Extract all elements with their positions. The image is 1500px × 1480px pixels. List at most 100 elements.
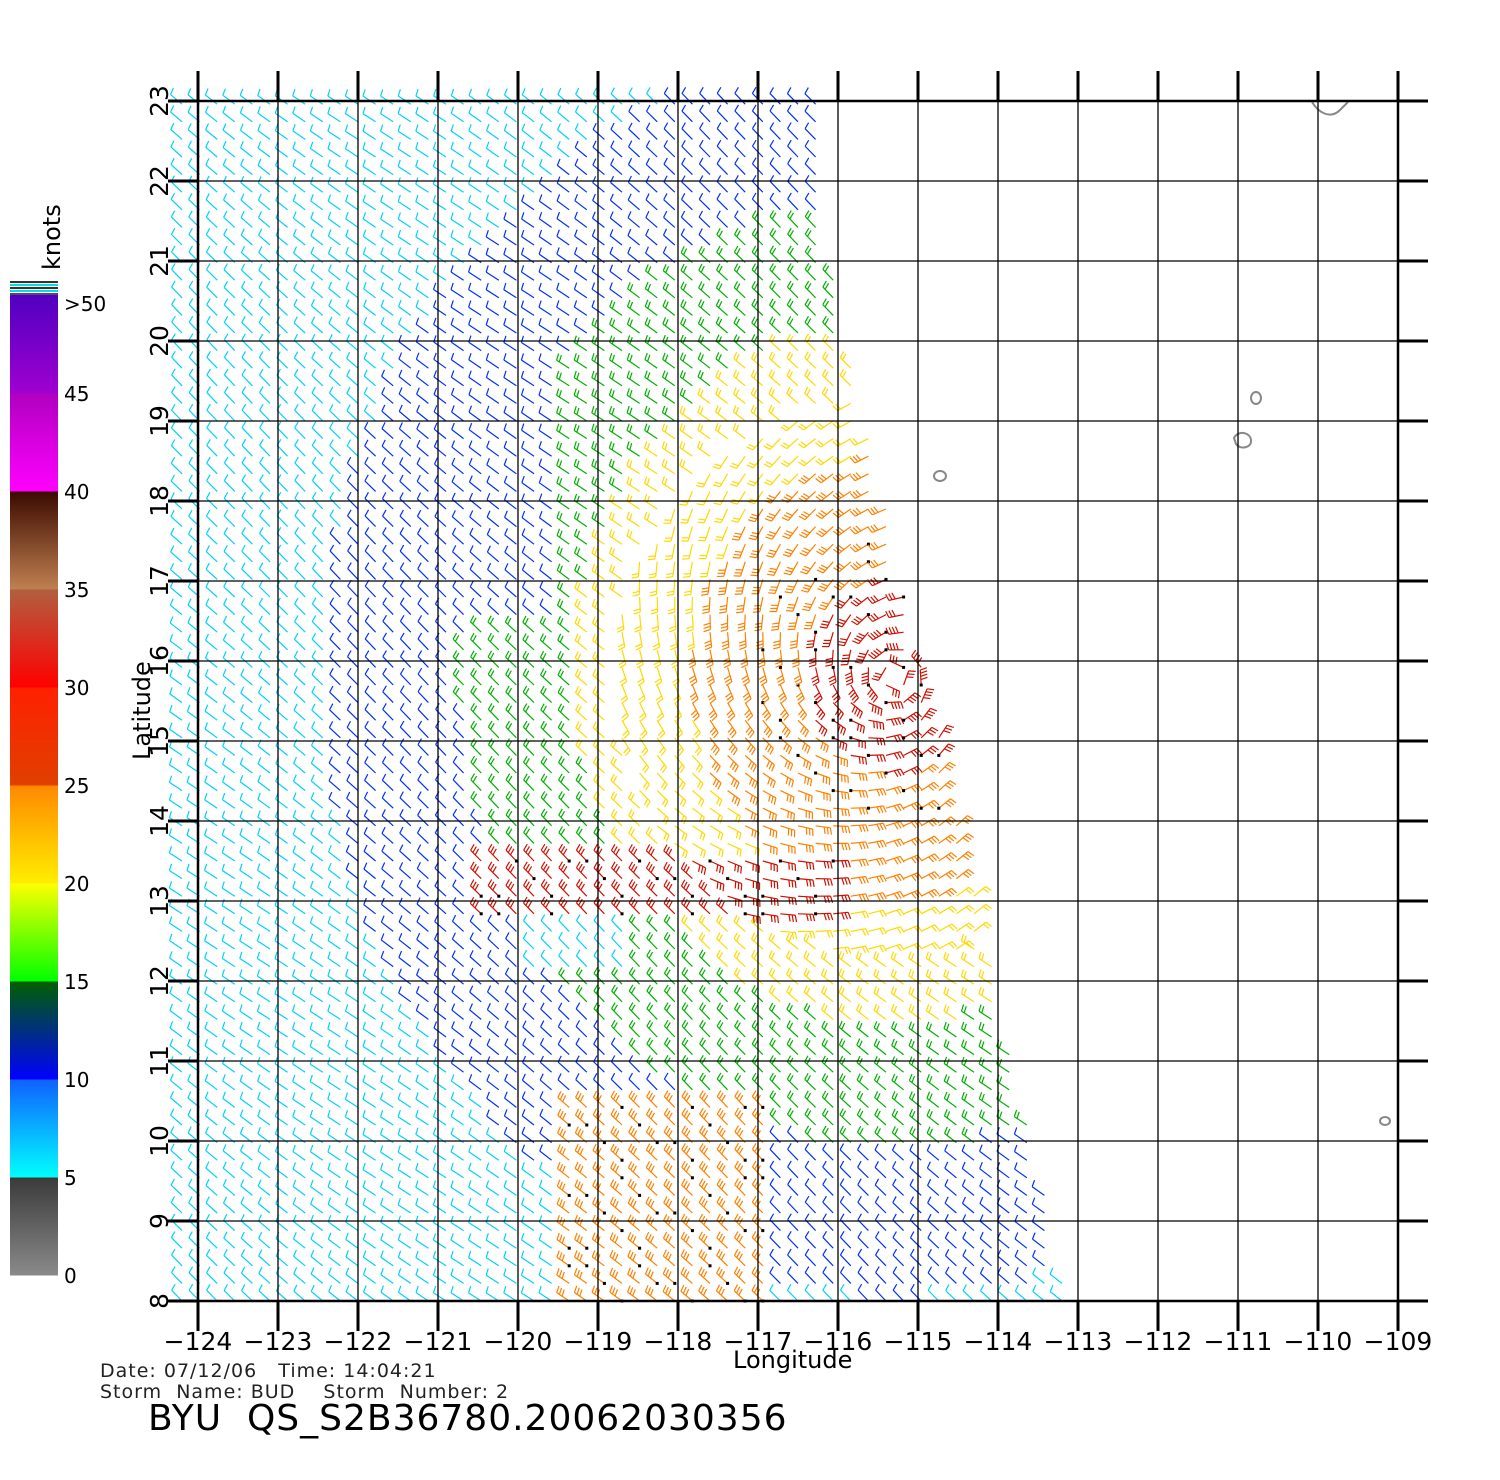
wind-barb <box>380 264 394 281</box>
wind-barb <box>362 1250 376 1267</box>
wind-barb <box>380 1004 394 1020</box>
wind-barb <box>292 880 306 897</box>
wind-barb <box>938 923 958 932</box>
wind-barb <box>292 986 306 1003</box>
wind-barb <box>206 351 218 369</box>
wind-barb <box>256 934 271 950</box>
wind-barb <box>397 212 412 228</box>
wind-barb <box>628 861 641 880</box>
wind-barb <box>744 754 757 772</box>
wind-barb <box>661 476 676 492</box>
wind-barb <box>747 491 764 505</box>
wind-barb <box>646 87 658 105</box>
wind-barb <box>593 808 605 827</box>
wind-barb <box>469 932 482 950</box>
wind-barb <box>557 87 570 105</box>
wind-barb <box>787 1195 799 1214</box>
wind-barb <box>240 1144 253 1161</box>
lon-tick-label: −113 <box>1044 1327 1113 1356</box>
wind-barb <box>592 158 605 176</box>
wind-barbs <box>168 87 1063 1303</box>
lon-tick-label: −111 <box>1204 1327 1273 1356</box>
wind-barb <box>539 580 552 598</box>
wind-barb <box>240 245 253 264</box>
wind-barb <box>452 879 465 897</box>
wind-barb <box>800 561 817 575</box>
wind-barb <box>698 299 711 316</box>
wind-barb <box>205 1248 218 1267</box>
wind-barb <box>716 157 729 176</box>
wind-barb <box>769 263 781 281</box>
wind-barb <box>874 1213 887 1232</box>
wind-barb <box>362 933 376 950</box>
wind-barb <box>786 985 799 1003</box>
wind-barb <box>241 333 253 352</box>
wind-barb <box>274 898 288 915</box>
wind-barb <box>716 1072 729 1091</box>
wind-barb <box>769 1143 781 1161</box>
wind-barb <box>256 1039 271 1056</box>
wind-barb <box>833 561 852 573</box>
wind-barb <box>485 317 500 334</box>
wind-barb <box>748 526 764 541</box>
wind-barb <box>644 317 658 334</box>
wind-barb <box>662 263 676 281</box>
wind-barb <box>521 1109 535 1126</box>
wind-barb <box>451 457 464 475</box>
wind-barb <box>648 561 658 579</box>
wind-barb <box>470 861 482 880</box>
wind-barb <box>593 1073 605 1091</box>
wind-barb <box>804 298 817 316</box>
wind-barb <box>833 807 851 817</box>
wind-barb <box>487 615 500 633</box>
wind-barb <box>240 1161 253 1179</box>
wind-barb <box>681 157 693 176</box>
wind-barb <box>434 545 447 563</box>
wind-barb <box>727 790 741 807</box>
wind-barb <box>222 651 236 668</box>
wind-barb <box>815 420 834 430</box>
wind-barb <box>903 907 923 916</box>
lat-tick-label: 14 <box>145 805 174 837</box>
wind-barb <box>768 387 781 404</box>
wind-barb <box>786 386 799 404</box>
wind-barb <box>628 949 641 968</box>
wind-barb <box>663 175 676 193</box>
wind-barb <box>399 579 412 598</box>
wind-barb <box>204 863 218 880</box>
wind-barb <box>787 175 799 193</box>
wind-barb <box>522 598 535 616</box>
wind-barb <box>937 798 957 810</box>
lon-tick-label: −117 <box>724 1327 793 1356</box>
wind-barb <box>364 615 377 633</box>
wind-barb <box>347 562 359 580</box>
wind-barb <box>433 335 447 352</box>
wind-barb <box>169 704 183 721</box>
wind-barb <box>415 335 429 352</box>
wind-barb <box>170 157 183 176</box>
wind-barb <box>839 1283 852 1302</box>
wind-barb <box>362 159 376 176</box>
wind-barb <box>627 228 640 246</box>
colorbar-cap <box>10 287 58 289</box>
colorbar-segment <box>10 785 58 884</box>
wind-barb <box>611 1002 623 1020</box>
wind-barb <box>274 916 288 932</box>
wind-barb <box>680 281 693 299</box>
wind-barb <box>399 544 412 563</box>
wind-barb <box>573 441 588 457</box>
wind-barb <box>903 801 923 811</box>
wind-barb <box>292 1127 306 1144</box>
wind-barb <box>310 809 324 827</box>
wind-barb <box>644 370 658 387</box>
wind-barb <box>363 809 376 827</box>
wind-barb <box>380 282 394 299</box>
wind-barb <box>540 949 553 968</box>
wind-barb <box>746 438 764 451</box>
colorbar-segment <box>10 393 58 492</box>
wind-barb <box>696 473 711 488</box>
wind-barb <box>1014 1232 1028 1249</box>
wind-barb <box>433 968 447 985</box>
wind-barb <box>733 967 746 985</box>
wind-barb <box>241 509 253 528</box>
